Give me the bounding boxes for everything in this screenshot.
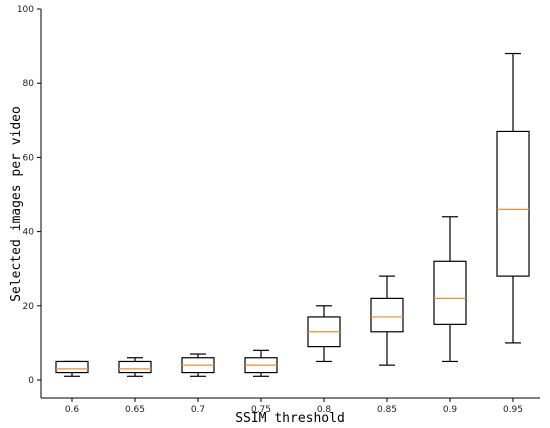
x-tick-label: 0.65 (125, 405, 145, 415)
iqr-box (433, 260, 467, 325)
box-0.8 (307, 305, 341, 363)
boxes (55, 52, 530, 377)
y-tick-label: 40 (23, 228, 35, 238)
x-tick-label: 0.6 (65, 405, 80, 415)
box-0.6 (55, 360, 89, 377)
box-0.65 (118, 357, 152, 377)
x-tick-label: 0.7 (191, 405, 205, 415)
axes (40, 9, 540, 399)
x-tick-label: 0.8 (317, 405, 332, 415)
iqr-box (370, 297, 404, 333)
y-tick-label: 80 (23, 79, 35, 89)
y-tick-label: 20 (23, 302, 35, 312)
y-tick-label: 100 (17, 5, 34, 15)
y-axis-title: Selected images per video (9, 106, 24, 302)
x-tick-label: 0.75 (251, 405, 271, 415)
y-tick-label: 0 (28, 376, 34, 386)
y-ticks: 0 20 40 60 80 100 (17, 5, 41, 386)
x-tick-label: 0.95 (503, 405, 523, 415)
iqr-box (496, 130, 530, 277)
box-0.75 (244, 349, 278, 377)
x-tick-label: 0.85 (377, 405, 397, 415)
y-tick-label: 60 (23, 153, 35, 163)
box-0.9 (433, 216, 467, 363)
box-0.85 (370, 275, 404, 366)
x-ticks: 0.6 0.65 0.7 0.75 0.8 0.85 0.9 0.95 (65, 398, 523, 415)
x-axis-title: SSIM threshold (235, 411, 345, 426)
x-tick-label: 0.9 (443, 405, 458, 415)
box-0.95 (496, 52, 530, 344)
iqr-box (55, 360, 89, 374)
box-0.7 (181, 353, 215, 377)
iqr-box (118, 360, 152, 374)
